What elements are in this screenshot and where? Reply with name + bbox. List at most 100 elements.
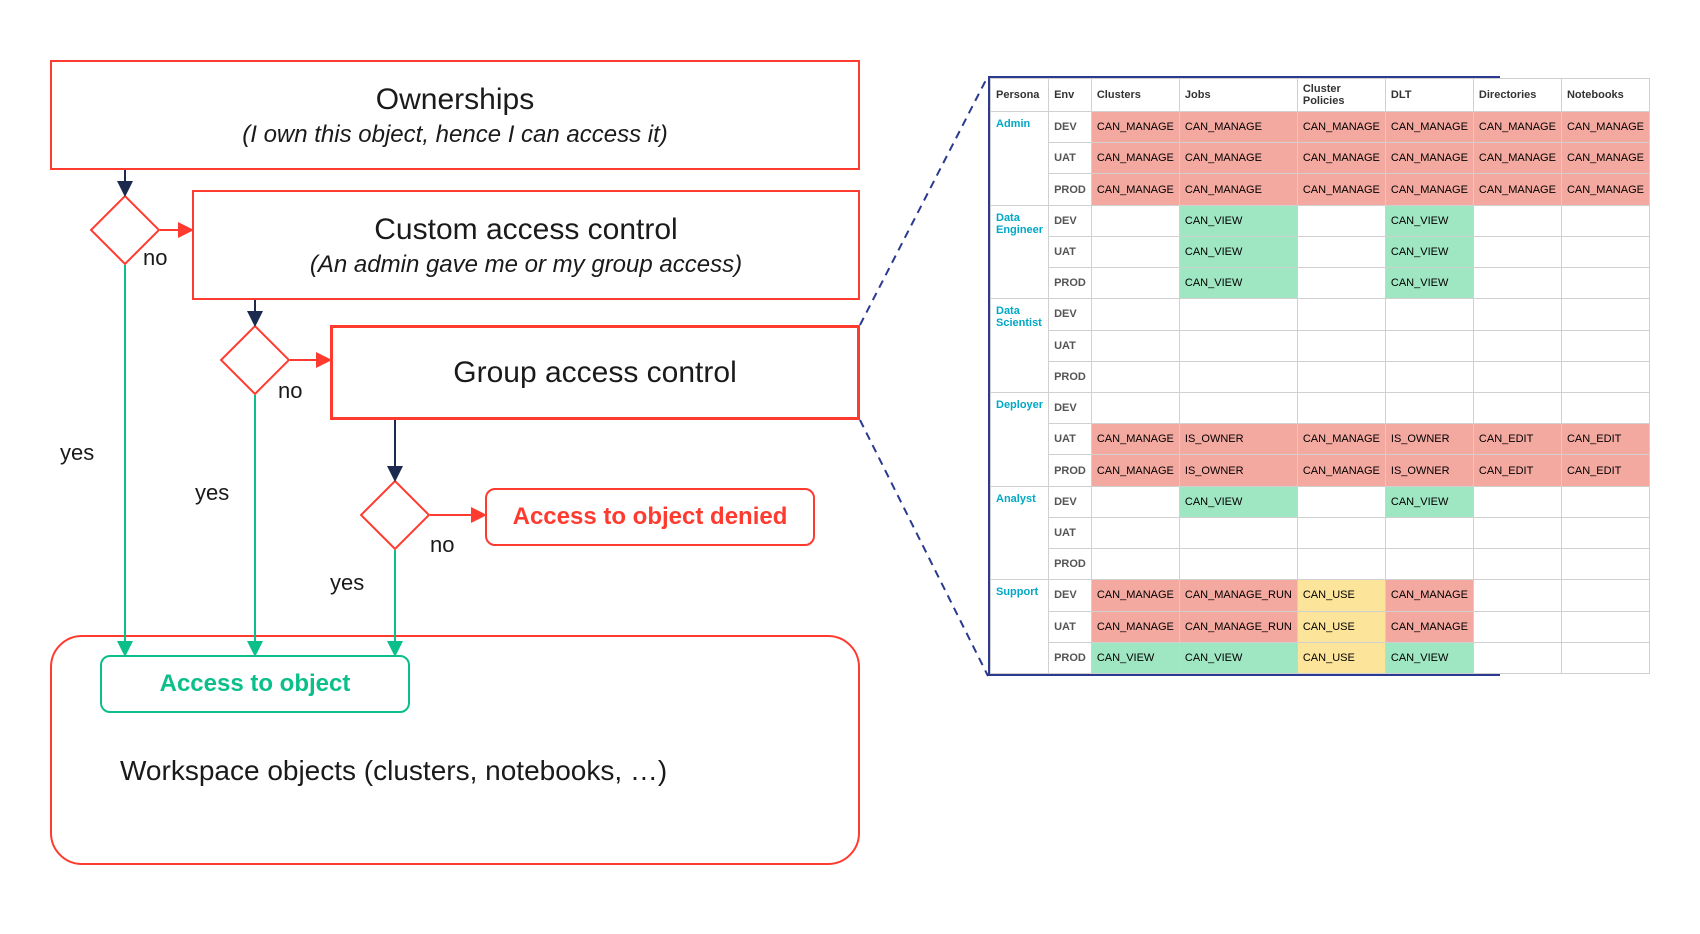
permission-cell: CAN_VIEW <box>1385 486 1473 517</box>
permission-cell <box>1179 330 1297 361</box>
permission-cell: CAN_MANAGE <box>1385 611 1473 642</box>
env-cell: PROD <box>1049 549 1092 580</box>
permission-cell <box>1385 299 1473 330</box>
permission-cell: CAN_USE <box>1297 580 1385 611</box>
persona-cell: Admin <box>991 112 1049 206</box>
table-row: UATCAN_MANAGECAN_MANAGECAN_MANAGECAN_MAN… <box>991 143 1650 174</box>
permission-cell <box>1473 299 1561 330</box>
permission-cell: CAN_EDIT <box>1561 424 1649 455</box>
table-row: PROD <box>991 549 1650 580</box>
permission-cell: CAN_EDIT <box>1473 455 1561 486</box>
permission-cell: CAN_MANAGE <box>1473 143 1561 174</box>
permission-cell <box>1561 642 1649 673</box>
permission-cell <box>1297 330 1385 361</box>
table-row: UATCAN_VIEWCAN_VIEW <box>991 236 1650 267</box>
env-cell: UAT <box>1049 424 1092 455</box>
permission-cell <box>1473 549 1561 580</box>
persona-cell: Deployer <box>991 392 1049 486</box>
permission-cell: CAN_MANAGE <box>1385 580 1473 611</box>
permission-cell <box>1179 299 1297 330</box>
permission-cell <box>1179 361 1297 392</box>
permission-cell <box>1561 392 1649 423</box>
table-row: DeployerDEV <box>991 392 1650 423</box>
edge-label-yes-2: yes <box>195 480 229 506</box>
permission-cell: CAN_MANAGE_RUN <box>1179 611 1297 642</box>
permission-cell: CAN_VIEW <box>1385 642 1473 673</box>
permission-cell <box>1561 236 1649 267</box>
edge-label-yes-1: yes <box>60 440 94 466</box>
permission-cell <box>1561 549 1649 580</box>
permission-cell: CAN_MANAGE <box>1091 455 1179 486</box>
permission-cell <box>1473 580 1561 611</box>
permissions-table: PersonaEnvClustersJobsCluster PoliciesDL… <box>990 78 1650 674</box>
persona-cell: Data Engineer <box>991 205 1049 299</box>
permission-cell: CAN_MANAGE <box>1297 112 1385 143</box>
access-denied-label: Access to object denied <box>513 503 788 531</box>
table-header: Persona <box>991 79 1049 112</box>
permission-cell: CAN_MANAGE <box>1473 174 1561 205</box>
permission-cell <box>1297 392 1385 423</box>
permission-cell <box>1473 486 1561 517</box>
permission-cell <box>1473 205 1561 236</box>
env-cell: UAT <box>1049 143 1092 174</box>
env-cell: UAT <box>1049 611 1092 642</box>
permission-cell: CAN_MANAGE <box>1561 174 1649 205</box>
permission-cell <box>1297 205 1385 236</box>
permission-cell: CAN_MANAGE <box>1385 174 1473 205</box>
table-row: UATCAN_MANAGEIS_OWNERCAN_MANAGEIS_OWNERC… <box>991 424 1650 455</box>
env-cell: PROD <box>1049 174 1092 205</box>
persona-cell: Support <box>991 580 1049 674</box>
permission-cell: CAN_MANAGE <box>1091 424 1179 455</box>
permission-cell <box>1385 361 1473 392</box>
table-row: PROD <box>991 361 1650 392</box>
permission-cell <box>1385 517 1473 548</box>
permission-cell <box>1091 549 1179 580</box>
permission-cell <box>1297 268 1385 299</box>
permission-cell <box>1561 486 1649 517</box>
permission-cell <box>1385 549 1473 580</box>
table-row: PRODCAN_MANAGECAN_MANAGECAN_MANAGECAN_MA… <box>991 174 1650 205</box>
permission-cell: CAN_MANAGE <box>1091 580 1179 611</box>
permission-cell <box>1561 330 1649 361</box>
permission-cell: CAN_VIEW <box>1179 642 1297 673</box>
group-access-title: Group access control <box>453 353 736 392</box>
env-cell: PROD <box>1049 361 1092 392</box>
permission-cell: CAN_MANAGE <box>1473 112 1561 143</box>
ownerships-title: Ownerships <box>376 80 534 119</box>
persona-cell: Analyst <box>991 486 1049 580</box>
permission-cell <box>1561 580 1649 611</box>
permission-cell: IS_OWNER <box>1179 455 1297 486</box>
permission-cell <box>1091 392 1179 423</box>
table-row: SupportDEVCAN_MANAGECAN_MANAGE_RUNCAN_US… <box>991 580 1650 611</box>
permission-cell <box>1473 517 1561 548</box>
permission-cell: CAN_MANAGE <box>1561 143 1649 174</box>
permission-cell <box>1091 361 1179 392</box>
access-granted-label: Access to object <box>160 670 351 698</box>
permission-cell: CAN_EDIT <box>1561 455 1649 486</box>
diagram-canvas: Ownerships (I own this object, hence I c… <box>0 0 1700 934</box>
access-granted-box: Access to object <box>100 655 410 713</box>
table-row: PRODCAN_VIEWCAN_VIEW <box>991 268 1650 299</box>
permission-cell: CAN_MANAGE <box>1179 143 1297 174</box>
permission-cell <box>1561 361 1649 392</box>
permission-cell <box>1297 361 1385 392</box>
permission-cell: CAN_MANAGE <box>1385 143 1473 174</box>
permission-cell: IS_OWNER <box>1179 424 1297 455</box>
edge-label-yes-3: yes <box>330 570 364 596</box>
permission-cell: CAN_MANAGE <box>1385 112 1473 143</box>
custom-access-box: Custom access control (An admin gave me … <box>192 190 860 300</box>
permission-cell: IS_OWNER <box>1385 424 1473 455</box>
edge-label-no-3: no <box>430 532 454 558</box>
table-row: Data ScientistDEV <box>991 299 1650 330</box>
persona-cell: Data Scientist <box>991 299 1049 393</box>
permission-cell <box>1561 299 1649 330</box>
table-row: AnalystDEVCAN_VIEWCAN_VIEW <box>991 486 1650 517</box>
permission-cell <box>1091 299 1179 330</box>
table-header: Clusters <box>1091 79 1179 112</box>
permission-cell: CAN_MANAGE <box>1297 174 1385 205</box>
permission-cell: CAN_MANAGE <box>1179 112 1297 143</box>
permission-cell: CAN_MANAGE_RUN <box>1179 580 1297 611</box>
permission-cell: CAN_MANAGE <box>1091 112 1179 143</box>
permission-cell <box>1473 361 1561 392</box>
permission-cell: CAN_MANAGE <box>1091 174 1179 205</box>
